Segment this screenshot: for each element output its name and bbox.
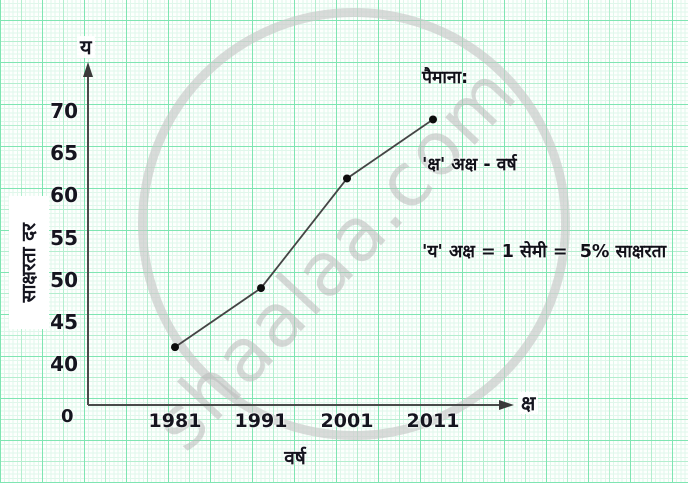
y-axis-title-box: साक्षरता दर [9, 196, 49, 329]
scale-legend-y: 'य' अक्ष = 1 सेमी = 5% साक्षरता [422, 242, 667, 262]
x-axis-symbol: क्ष [518, 392, 539, 414]
y-tick-label: 60 [50, 183, 78, 208]
y-tick-label: 50 [50, 267, 78, 292]
data-point [429, 115, 437, 124]
scale-legend: पैमाना: 'क्ष' अक्ष - वर्ष 'य' अक्ष = 1 स… [422, 6, 666, 325]
x-tick-label: 2011 [406, 410, 460, 432]
data-point [257, 284, 265, 293]
x-tick-label: 1981 [148, 410, 202, 432]
watermark-ring [138, 8, 570, 440]
y-axis-symbol: य [77, 36, 95, 58]
scale-legend-title: पैमाना: [422, 68, 469, 88]
data-point [343, 174, 351, 183]
y-tick-label: 40 [50, 352, 78, 376]
x-axis-arrow-icon [499, 400, 514, 410]
x-tick-label: 1991 [234, 410, 288, 432]
data-line [174, 118, 434, 348]
origin-label: 0 [61, 406, 74, 427]
y-tick-label: 65 [50, 141, 78, 166]
y-axis-arrow-icon [83, 62, 93, 77]
y-tick-label: 70 [50, 99, 78, 123]
y-tick-label: 55 [50, 225, 78, 250]
scale-legend-x: 'क्ष' अक्ष - वर्ष [422, 155, 517, 175]
x-tick-label: 2001 [320, 410, 374, 432]
x-axis-title: वर्ष [284, 447, 306, 469]
y-tick-label: 45 [50, 309, 78, 334]
data-point [171, 343, 179, 352]
data-points [171, 115, 437, 352]
